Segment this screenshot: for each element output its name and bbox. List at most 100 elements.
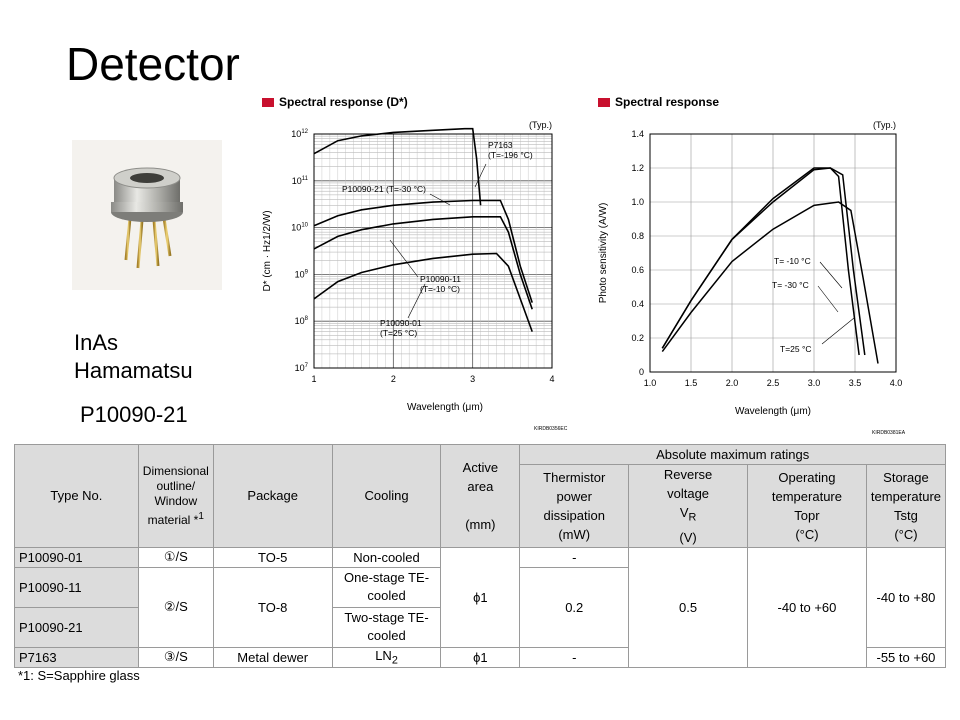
table-row: P7163 ③/S Metal dewer LN2 ϕ1 - -55 to +6… [14,646,947,668]
cell-dimensional: ①/S [137,546,214,568]
cell-type: P7163 [14,646,139,668]
series-label-leader [429,193,451,206]
footnote: *1: S=Sapphire glass [18,668,140,683]
cell-type: P10090-01 [14,546,139,568]
x-tick-label: 2.5 [767,378,780,388]
th-dimensional: Dimensional outline/ Window material *1 [137,444,214,548]
plot-frame [649,133,897,373]
series-label-leader [407,283,426,319]
spec-table: Type No. Dimensional outline/ Window mat… [14,444,947,668]
caption-manufacturer: Hamamatsu [74,358,193,383]
th-absolute-maximum-ratings: Absolute maximum ratings [519,444,946,465]
series-label-leader [819,261,843,289]
chart1-dstar-spectral-response: 1 2 3 4 107 108 109 1010 1011 1012 Wavelength (μm)… [262,120,568,432]
series-label: P10090-11 [420,274,461,284]
chart-code: KIRDB0381EA [872,430,906,436]
cell-package-merged: TO-8 [212,566,333,648]
y-tick-label: 1.4 [631,129,644,139]
cell-dimensional-merged: ②/S [137,566,214,648]
x-tick-label: 1.0 [644,378,657,388]
series-label: P10090-21 (T=-30 °C) [342,184,426,194]
cell-cooling: One-stage TE-cooled [331,566,442,608]
cell-thermistor: - [519,546,630,568]
plot-frame [313,133,553,369]
series-line [313,252,533,332]
series-label: (T=25 °C) [380,328,417,338]
th-package: Package [212,444,333,548]
chart-code: KIRDB0356EC [534,426,568,432]
x-tick-label: 3.0 [808,378,821,388]
y-tick-label: 107 [295,363,309,373]
y-tick-label: 0.6 [631,265,644,275]
chart2-title-marker-icon [598,98,610,107]
cell-thermistor-merged: 0.2 [519,566,630,648]
series-label: T= -30 °C [772,280,809,290]
series-label: (T=-196 °C) [488,150,533,160]
chart-note: (Typ.) [529,120,552,130]
x-tick-label: 1 [311,374,316,384]
table-row: P10090-21 Two-stage TE-cooled [14,606,946,648]
detector-can-illustration [111,167,183,269]
cell-dimensional: ③/S [137,646,214,668]
series-line [661,167,866,356]
th-storage-temperature: Storage temperature Tstg (°C) [865,464,947,548]
series-line [313,199,533,303]
chart2-photo-sensitivity: 1.0 1.5 2.0 2.5 3.0 3.5 4.0 0 0.2 0.4 0.6 0.8 1.0 1.2… [598,120,906,436]
th-cooling: Cooling [331,444,442,548]
series-label: (T=-10 °C) [420,284,460,294]
series-line [661,167,860,356]
detector-photo [72,140,222,290]
series-line [313,127,482,206]
series-label-leader [474,163,487,188]
chart-note: (Typ.) [873,120,896,130]
y-tick-label: 109 [295,269,309,279]
cell-package: Metal dewer [212,646,333,668]
series-label: P7163 [488,140,513,150]
x-tick-label: 3 [470,374,475,384]
series-label: T=25 °C [780,344,812,354]
cell-reverse-voltage-merged: 0.5 [628,546,748,668]
series-label: T= -10 °C [774,256,811,266]
cell-type: P10090-21 [14,606,139,648]
cell-active-area-merged: ϕ1 [440,546,521,648]
x-tick-label: 4 [549,374,554,384]
th-reverse-voltage: Reverse voltage VR (V) [628,464,748,548]
caption-model: P10090-21 [80,402,188,427]
x-tick-label: 4.0 [890,378,903,388]
cell-active-area: ϕ1 [440,646,521,668]
x-tick-label: 2 [391,374,396,384]
chart1-title-marker-icon [262,98,274,107]
series-line [313,216,533,310]
y-tick-label: 108 [295,316,309,326]
caption-material: InAs [74,330,119,355]
table-row: P10090-01 ①/S TO-5 Non-cooled ϕ1 - 0.5 -… [14,546,947,668]
cell-thermistor: - [519,646,630,668]
cell-cooling: LN2 [331,646,442,668]
chart2-title: Spectral response [598,95,719,109]
cell-storage-merged: -40 to +80 [865,546,947,648]
y-tick-label: 0.4 [631,299,644,309]
series-line [661,201,879,364]
y-tick-label: 1.2 [631,163,644,173]
x-tick-label: 1.5 [685,378,698,388]
th-operating-temperature: Operating temperature Topr (°C) [746,464,867,548]
y-tick-label: 1012 [291,129,308,139]
cell-cooling: Two-stage TE-cooled [331,606,442,648]
th-thermistor: Thermistor power dissipation (mW) [519,464,630,548]
cell-type: P10090-11 [14,566,139,608]
table-row: P10090-11 ②/S TO-8 One-stage TE-cooled 0… [14,566,946,648]
y-tick-label: 0 [639,367,644,377]
th-active-area: Active area (mm) [440,444,521,548]
chart1-title: Spectral response (D*) [262,95,408,109]
series-label: P10090-01 [380,318,422,328]
y-tick-label: 1.0 [631,197,644,207]
y-tick-label: 0.8 [631,231,644,241]
x-tick-label: 3.5 [849,378,862,388]
y-tick-label: 1010 [291,223,308,233]
th-type-no: Type No. [14,444,139,548]
series-label-leader [817,285,839,313]
slide-title: Detector [66,38,240,90]
x-axis-label: Wavelength (μm) [407,402,483,413]
y-axis-label: Photo sensitivity (A/W) [598,203,609,304]
x-tick-label: 2.0 [726,378,739,388]
